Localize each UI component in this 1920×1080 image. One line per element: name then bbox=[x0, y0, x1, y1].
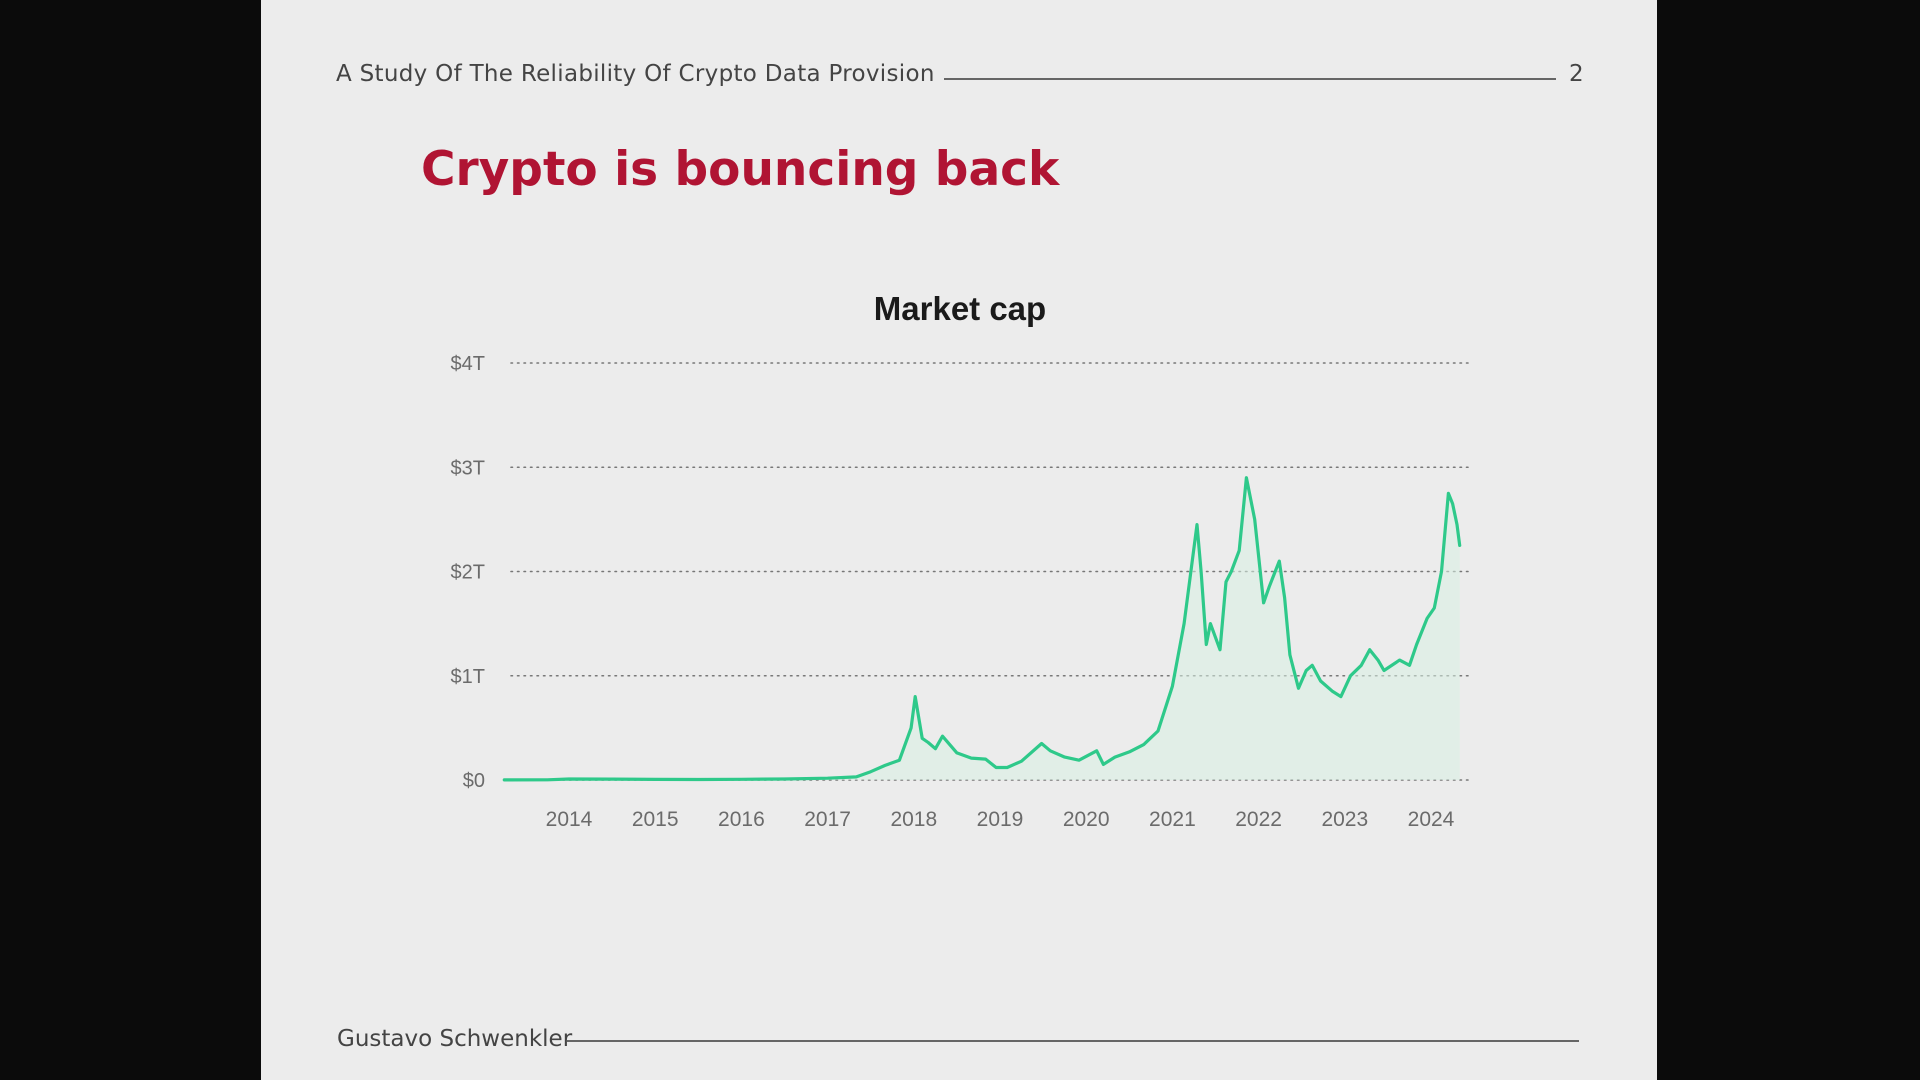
y-tick-label: $2T bbox=[451, 562, 485, 584]
x-tick-label: 2023 bbox=[1321, 808, 1368, 831]
x-tick-label: 2016 bbox=[718, 808, 765, 831]
x-tick-label: 2019 bbox=[977, 808, 1024, 831]
x-axis-labels: 2014 2015 2016 2017 2018 2019 2020 2021 2022 2023… bbox=[546, 808, 1455, 831]
x-tick-label: 2024 bbox=[1408, 808, 1455, 831]
slide: A Study Of The Reliability Of Crypto Dat… bbox=[261, 0, 1657, 1080]
header-rule bbox=[944, 78, 1556, 80]
page-number: 2 bbox=[1569, 61, 1584, 87]
y-axis-labels: $0 $1T $2T $3T $4T bbox=[451, 353, 485, 792]
x-tick-label: 2017 bbox=[804, 808, 851, 831]
x-tick-label: 2015 bbox=[632, 808, 679, 831]
header-title: A Study Of The Reliability Of Crypto Dat… bbox=[336, 61, 935, 87]
x-tick-label: 2018 bbox=[890, 808, 937, 831]
slide-title: Crypto is bouncing back bbox=[421, 142, 1060, 197]
chart-title: Market cap bbox=[874, 290, 1046, 327]
y-tick-label: $1T bbox=[451, 666, 485, 688]
y-tick-label: $4T bbox=[451, 353, 485, 375]
footer-rule bbox=[567, 1040, 1579, 1042]
y-tick-label: $3T bbox=[451, 457, 485, 479]
y-tick-label: $0 bbox=[463, 770, 485, 792]
series-layer bbox=[502, 476, 1462, 782]
x-tick-label: 2014 bbox=[546, 808, 593, 831]
footer-author: Gustavo Schwenkler bbox=[337, 1026, 573, 1052]
x-tick-label: 2020 bbox=[1063, 808, 1110, 831]
market-cap-chart: Market cap $0$1T$2T$3T$4T 2014 2015 2016 20… bbox=[451, 290, 1472, 831]
x-tick-label: 2021 bbox=[1149, 808, 1196, 831]
market-cap-area bbox=[504, 477, 1460, 780]
x-tick-label: 2022 bbox=[1235, 808, 1282, 831]
market-cap-line bbox=[502, 476, 1462, 782]
